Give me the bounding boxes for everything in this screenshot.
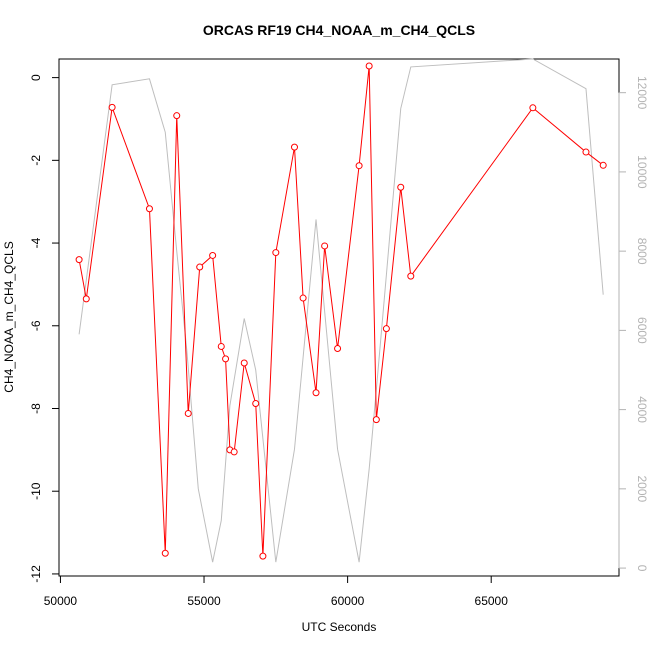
x-axis: 50000 55000 60000 65000 xyxy=(44,575,509,608)
primary-series-point xyxy=(365,62,373,70)
primary-series-point xyxy=(321,242,329,250)
primary-series-point xyxy=(599,161,607,169)
primary-series-point xyxy=(355,162,363,170)
y-tick-label: 0 xyxy=(29,74,43,81)
y-tick-label: -6 xyxy=(29,320,43,331)
secondary-series-line xyxy=(78,58,604,563)
y2-tick-label: 12000 xyxy=(635,76,649,110)
x-tick-label: 55000 xyxy=(187,594,221,608)
y-tick-label: -12 xyxy=(29,565,43,583)
primary-series-point xyxy=(372,416,380,424)
y2-tick-label: 6000 xyxy=(635,317,649,344)
primary-series-point xyxy=(529,104,537,112)
primary-series-point xyxy=(75,256,83,264)
primary-series-point xyxy=(272,249,280,257)
x-axis-label: UTC Seconds xyxy=(302,620,377,634)
y-tick-label: -4 xyxy=(29,237,43,248)
chart-title: ORCAS RF19 CH4_NOAA_m_CH4_QCLS xyxy=(203,22,475,38)
primary-series-point xyxy=(196,263,204,271)
primary-series-point xyxy=(382,325,390,333)
primary-series-point xyxy=(259,552,267,560)
primary-series-point xyxy=(290,143,298,151)
x-tick-label: 65000 xyxy=(475,594,509,608)
plot-frame xyxy=(58,58,620,577)
x-tick-label: 60000 xyxy=(331,594,365,608)
primary-series-point xyxy=(173,112,181,120)
primary-series-point xyxy=(334,345,342,353)
primary-series-point xyxy=(240,359,248,367)
primary-series-point xyxy=(252,400,260,408)
y-tick-label: -2 xyxy=(29,155,43,166)
y2-tick-label: 4000 xyxy=(635,396,649,423)
primary-series-point xyxy=(161,549,169,557)
primary-series-point xyxy=(184,409,192,417)
primary-series-point xyxy=(407,272,415,280)
primary-series-point xyxy=(582,148,590,156)
y2-tick-label: 0 xyxy=(635,565,649,572)
y-tick-label: -10 xyxy=(29,482,43,500)
primary-series-point xyxy=(217,342,225,350)
secondary-y-axis: 0 2000 4000 6000 8000 10000 12000 xyxy=(618,76,649,572)
y-axis-label: CH4_NOAA_m_CH4_QCLS xyxy=(2,241,16,392)
primary-series-point xyxy=(312,389,320,397)
primary-series-point xyxy=(108,103,116,111)
primary-series-point xyxy=(209,251,217,259)
primary-series-point xyxy=(230,448,238,456)
primary-series-point xyxy=(299,294,307,302)
series-layer xyxy=(75,58,607,563)
y2-tick-label: 2000 xyxy=(635,475,649,502)
y2-tick-label: 8000 xyxy=(635,238,649,265)
primary-series-line xyxy=(78,65,604,557)
x-tick-label: 50000 xyxy=(44,594,78,608)
primary-series-point xyxy=(145,205,153,213)
y-tick-label: -8 xyxy=(29,403,43,414)
primary-series-point xyxy=(82,295,90,303)
y2-tick-label: 10000 xyxy=(635,155,649,189)
y-axis: 0 -2 -4 -6 -8 -10 -12 xyxy=(29,74,60,583)
primary-series-point xyxy=(222,355,230,363)
primary-series-point xyxy=(397,183,405,191)
